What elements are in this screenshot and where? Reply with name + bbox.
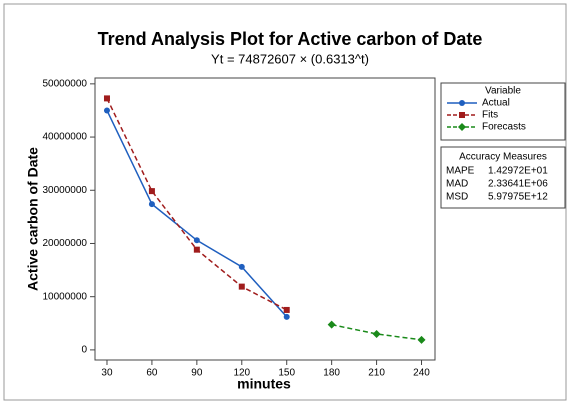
marker: [193, 246, 200, 253]
accuracy-value: 1.42972E+01: [488, 166, 548, 177]
x-tick-label: 120: [233, 368, 250, 379]
accuracy-value: 2.33641E+06: [488, 179, 548, 190]
marker: [417, 335, 426, 344]
legend-label: Actual: [482, 98, 510, 109]
y-tick-label: 0: [81, 345, 87, 356]
y-axis-label: Active carbon of Date: [25, 147, 41, 291]
marker: [372, 329, 381, 338]
x-tick-label: 210: [368, 368, 385, 379]
accuracy-label: MAD: [446, 179, 468, 190]
marker: [327, 320, 336, 329]
marker: [148, 201, 155, 208]
marker: [283, 313, 290, 320]
marker: [148, 188, 155, 195]
marker: [459, 112, 465, 118]
marker: [103, 107, 110, 114]
accuracy-title: Accuracy Measures: [459, 152, 547, 163]
accuracy-value: 5.97975E+12: [488, 192, 548, 203]
accuracy-label: MSD: [446, 192, 468, 203]
accuracy-label: MAPE: [446, 166, 475, 177]
x-tick-label: 30: [101, 368, 113, 379]
y-tick-label: 40000000: [43, 132, 88, 143]
x-axis-label: minutes: [237, 376, 291, 392]
x-tick-label: 240: [413, 368, 430, 379]
marker: [459, 100, 465, 106]
y-tick-label: 20000000: [43, 238, 88, 249]
chart-title: Trend Analysis Plot for Active carbon of…: [98, 29, 483, 49]
plot-area: [94, 77, 436, 361]
legend-box: [440, 82, 566, 141]
series-line: [331, 323, 422, 341]
x-tick-label: 60: [146, 368, 158, 379]
marker: [193, 237, 200, 244]
accuracy-box: [440, 146, 566, 209]
chart-subtitle: Yt = 74872607 × (0.6313^t): [211, 51, 369, 66]
legend-label: Forecasts: [482, 122, 526, 133]
x-tick-label: 90: [191, 368, 203, 379]
marker: [458, 123, 466, 131]
y-tick-label: 10000000: [43, 291, 88, 302]
x-tick-label: 150: [278, 368, 295, 379]
y-tick-label: 30000000: [43, 185, 88, 196]
legend-title: Variable: [485, 86, 521, 97]
marker: [283, 306, 290, 313]
y-tick-label: 50000000: [43, 78, 88, 89]
marker: [103, 95, 110, 102]
marker: [238, 263, 245, 270]
legend-label: Fits: [482, 110, 498, 121]
marker: [238, 283, 245, 290]
x-tick-label: 180: [323, 368, 340, 379]
frame: [3, 3, 567, 401]
